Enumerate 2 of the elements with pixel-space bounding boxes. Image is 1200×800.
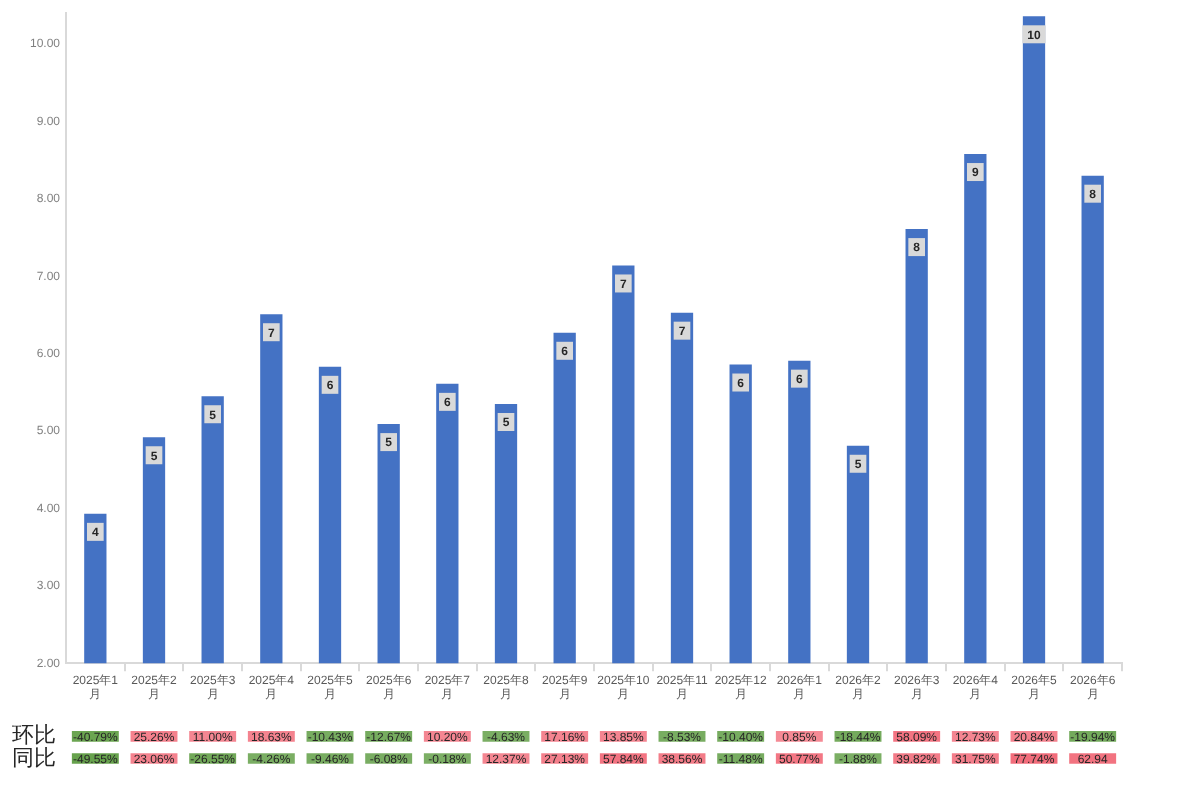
y-tick-label: 环比 bbox=[12, 722, 56, 749]
y-tick-label: 同比 bbox=[12, 744, 56, 771]
